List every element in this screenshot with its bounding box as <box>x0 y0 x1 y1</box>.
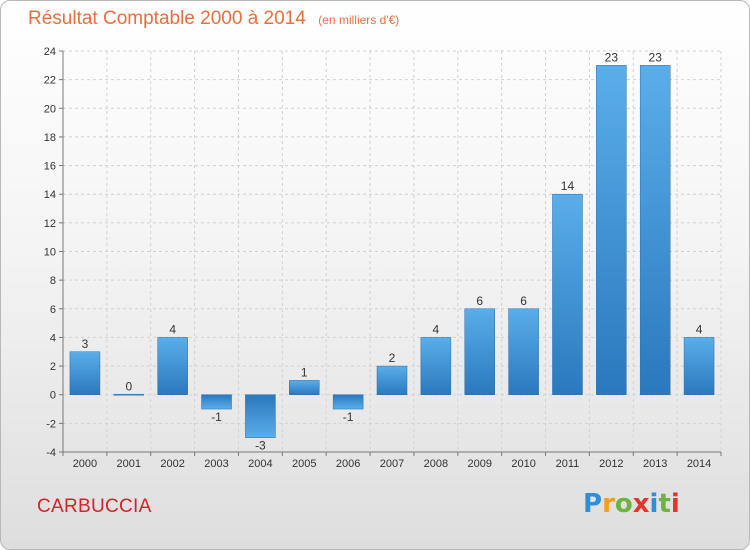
logo-letter: i <box>649 489 659 519</box>
y-tick-label: 2 <box>50 361 56 373</box>
x-tick-label: 2014 <box>687 458 711 470</box>
proxiti-logo: Proxiti <box>583 489 693 523</box>
x-tick-label: 2010 <box>511 458 535 470</box>
x-tick-label: 2005 <box>292 458 316 470</box>
data-label: 2 <box>389 351 396 365</box>
chart-title-block: Résultat Comptable 2000 à 2014 (en milli… <box>28 8 399 30</box>
x-tick-label: 2011 <box>556 458 580 470</box>
data-label: 4 <box>696 322 703 336</box>
bar-2002 <box>157 337 188 395</box>
y-tick-label: 8 <box>50 275 56 287</box>
x-tick-label: 2004 <box>248 458 272 470</box>
y-tick-label: 4 <box>50 332 56 344</box>
x-tick-label: 2000 <box>73 458 97 470</box>
data-label: 1 <box>301 365 308 379</box>
x-tick-label: 2008 <box>424 458 448 470</box>
bar-2014 <box>683 337 715 395</box>
bar-2005 <box>289 380 320 395</box>
x-tick-label: 2002 <box>160 458 184 470</box>
y-tick-label: 6 <box>50 304 56 316</box>
y-tick-label: 14 <box>44 189 56 201</box>
logo-letter: x <box>632 489 650 519</box>
y-tick-label: 16 <box>44 161 56 173</box>
commune-name: CARBUCCIA <box>37 496 152 517</box>
logo-letter: i <box>670 489 680 519</box>
logo-letter: t <box>658 489 671 519</box>
chart-title: Résultat Comptable 2000 à 2014 <box>28 8 306 29</box>
x-tick-label: 2012 <box>599 458 623 470</box>
x-tick-label: 2007 <box>380 458 404 470</box>
y-tick-label: 20 <box>44 103 56 115</box>
bar-2006 <box>332 394 364 410</box>
data-label: 23 <box>605 50 619 64</box>
logo-letter: P <box>583 489 603 519</box>
data-label: 0 <box>125 380 132 394</box>
bar-2004 <box>245 394 276 438</box>
y-tick-label: -4 <box>46 447 56 459</box>
data-label: -3 <box>255 439 266 453</box>
bar-2008 <box>420 337 452 395</box>
data-label: -1 <box>343 410 354 424</box>
logo-letter: r <box>602 489 615 519</box>
y-tick-label: 12 <box>44 218 56 230</box>
bar-2013 <box>639 65 671 395</box>
labels: 3 0 4 -1 -3 1 -1 2 4 6 6 14 23 23 4 <box>82 50 703 452</box>
y-tick-label: 0 <box>50 390 56 402</box>
y-tick-label: 10 <box>44 247 56 259</box>
y-tick-label: 24 <box>44 46 56 58</box>
bars <box>69 65 715 438</box>
data-label: -1 <box>211 410 222 424</box>
bar-2012 <box>596 65 627 395</box>
y-tick-label: -2 <box>46 418 56 430</box>
data-label: 23 <box>649 50 663 64</box>
x-tick-label: 2009 <box>467 458 491 470</box>
data-label: 4 <box>433 322 440 336</box>
bar-2003 <box>201 394 232 410</box>
data-label: 3 <box>82 337 89 351</box>
x-tick-label: 2001 <box>117 458 141 470</box>
bar-2001 <box>113 393 145 396</box>
y-tick-label: 18 <box>44 132 56 144</box>
data-label: 6 <box>520 294 527 308</box>
bar-2010 <box>508 308 539 395</box>
y-tick-label: 22 <box>44 75 56 87</box>
data-label: 14 <box>561 179 575 193</box>
data-label: 6 <box>476 294 483 308</box>
data-label: 4 <box>169 322 176 336</box>
bar-2000 <box>69 351 101 395</box>
bar-2011 <box>552 193 583 395</box>
bar-2009 <box>464 308 495 395</box>
chart-unit: (en milliers d'€) <box>318 13 400 27</box>
x-tick-label: 2003 <box>204 458 228 470</box>
x-tick-label: 2013 <box>643 458 667 470</box>
logo-letter: o <box>614 489 633 519</box>
bar-2007 <box>376 365 408 395</box>
x-tick-label: 2006 <box>336 458 360 470</box>
